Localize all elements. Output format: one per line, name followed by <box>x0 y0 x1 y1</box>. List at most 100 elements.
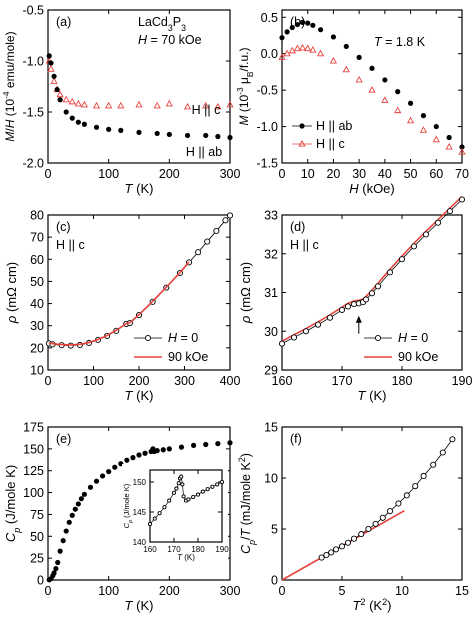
panel-d-h0-point <box>398 256 406 263</box>
legend-90koe-label: 90 kOe <box>398 350 438 364</box>
panel-f-data-point <box>379 514 386 521</box>
panel-b-hab-point <box>446 134 452 141</box>
panel-e-frame <box>47 426 231 581</box>
panel-e-inset-xtick-label: 160 <box>143 545 157 554</box>
panel-d-ytick-label: 31 <box>264 286 278 300</box>
panel-e-inset-point <box>174 486 179 491</box>
panel-a-xtick-label: 200 <box>159 167 180 181</box>
panel-a-hab-point <box>203 132 209 139</box>
panel-e-inset-point <box>191 494 196 500</box>
panel-e-cp-point <box>215 441 221 447</box>
panel-f-data-line <box>321 439 453 558</box>
panel-e-xtick-label: 100 <box>98 584 119 598</box>
panel-e-inset-point <box>157 511 162 516</box>
panel-a-hab-label: H || ab <box>186 145 222 159</box>
panel-a-hc-point <box>214 102 222 110</box>
panel-d-xtick-label: 180 <box>392 374 413 388</box>
panel-a-hab-point <box>166 131 172 138</box>
panel-a-hc-point <box>74 99 82 107</box>
panel-b-ytick-label: 0.5 <box>261 11 278 25</box>
panel-e-inset-xtick-label: 190 <box>215 545 229 554</box>
panel-e-inset-xtick-label: 170 <box>167 545 181 554</box>
panel-b-ytick-label: 0.0 <box>261 47 278 61</box>
panel-e-cp-point <box>69 512 75 518</box>
panel-e-inset-ytick-label: 145 <box>133 508 147 517</box>
panel-f-ytick-label: 10 <box>264 472 278 486</box>
panel-d-ytick-label: 30 <box>264 325 278 339</box>
panel-e-cp-point <box>100 473 106 479</box>
legend-hc-label: H || c <box>316 137 345 151</box>
panel-a-hc-point <box>62 95 70 103</box>
panel-c-xtick-label: 300 <box>174 374 195 388</box>
panel-b-hab-point <box>305 20 311 26</box>
panel-b-hc-point <box>406 116 415 124</box>
panel-b-hab-point <box>356 54 362 60</box>
panel-a-hab-point <box>93 124 100 130</box>
panel-b-hc-point <box>288 46 296 54</box>
panel-b-hab-point <box>459 144 465 150</box>
panel-b-hc-point <box>329 56 338 64</box>
panel-b-ytick-label: -0.5 <box>256 84 278 98</box>
panel-b-xlabel: H (kOe) <box>349 181 395 196</box>
panel-f-xtick-label: 5 <box>339 584 346 598</box>
panel-f-data-point <box>449 436 456 443</box>
panel-e-ytick-label: 125 <box>23 464 44 478</box>
panel-d-h0-point <box>314 321 322 328</box>
panel-d-legend: H = 0 90 kOe <box>364 331 438 364</box>
panel-b-hab-point <box>382 77 388 83</box>
panel-b-hab-point <box>420 113 427 119</box>
panel-c-h0-line <box>48 215 231 347</box>
panel-e-inset-point <box>219 479 225 485</box>
panel-e-inset-ytick-label: 150 <box>133 478 147 487</box>
panel-c-xtick-label: 400 <box>220 374 241 388</box>
panel-c-ytick-label: 50 <box>30 275 44 289</box>
panel-e-cp-point <box>203 441 209 448</box>
panel-e-cp-point <box>75 501 81 507</box>
panel-b-ylabel: M (10-3 μB/f.u.) <box>235 48 255 126</box>
panel-d-h0-point <box>278 340 286 347</box>
panel-d-axes: 160 170 180 190 29 30 31 32 33 (d) H || c H = 0 90 k… <box>238 195 472 403</box>
panel-e-inset-point <box>210 484 215 489</box>
panel-a-hc-point <box>56 90 64 98</box>
panel-e-inset-xlabel: T (K) <box>177 553 195 562</box>
panel-b-hab-point <box>279 35 285 41</box>
panel-e-xlabel: T (K) <box>125 598 154 613</box>
panel-f-label: (f) <box>290 432 302 446</box>
panel-e-cp-point <box>55 559 61 566</box>
panel-e-inset-point <box>179 474 184 479</box>
panel-a-xlabel: T (K) <box>125 181 154 196</box>
panel-b-hc-point <box>432 135 440 143</box>
panel-d-label: (d) <box>290 220 305 234</box>
panel-a-ytick-label: -0.5 <box>22 4 44 18</box>
panel-b-label: (b) <box>290 15 305 29</box>
legend-90koe-label: 90 kOe <box>168 350 208 364</box>
panel-a-hc-point <box>47 65 55 72</box>
panel-f-data-point <box>328 549 335 556</box>
panel-b-hab-point <box>294 21 301 28</box>
panel-b-hc-point <box>445 142 453 150</box>
legend-hc-marker <box>298 139 306 147</box>
panel-e-cp-point <box>81 491 87 497</box>
panel-b-hab-point <box>433 123 439 130</box>
panel-b-legend: H || ab H || c <box>292 119 352 151</box>
panel-a-hab-point <box>75 119 81 125</box>
panel-e-label: (e) <box>56 432 71 446</box>
panel-b-hab-point <box>407 100 414 106</box>
panel-a-hab-point <box>81 121 87 127</box>
panel-f-data-point <box>372 520 379 527</box>
panel-a-hc-point <box>165 99 173 107</box>
panel-b-xtick-label: 0 <box>279 167 286 181</box>
panel-b-xtick-label: 30 <box>352 167 366 181</box>
panel-d-xtick-label: 170 <box>332 374 353 388</box>
panel-f-data-point <box>350 535 358 542</box>
panel-e-cp-point <box>166 446 172 452</box>
panel-e-cp-point <box>63 528 69 534</box>
panel-c-ytick-label: 60 <box>30 253 44 267</box>
panel-d-ytick-label: 32 <box>264 247 278 261</box>
panel-f-data-point <box>338 543 346 550</box>
panel-a-hab-point <box>215 133 221 140</box>
panel-d-h0-point <box>350 301 358 308</box>
panel-e-inset-point <box>180 482 185 487</box>
panel-b-xtick-label: 20 <box>326 167 340 181</box>
